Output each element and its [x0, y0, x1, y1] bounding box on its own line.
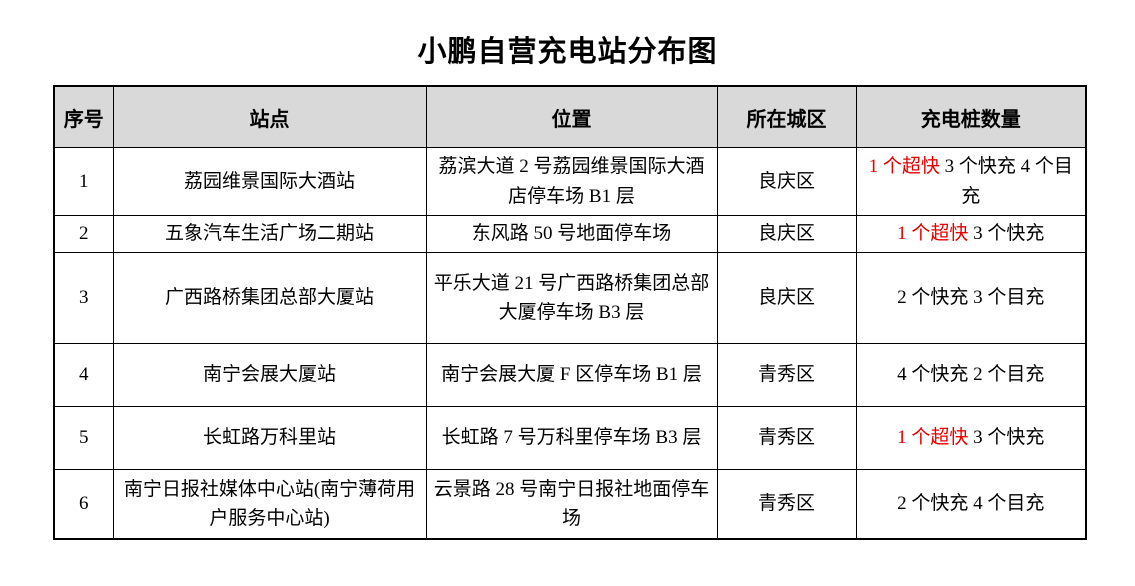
- cell-district: 良庆区: [716, 147, 857, 216]
- cell-no: 3: [53, 252, 114, 344]
- table-row: 1 荔园维景国际大酒站 荔滨大道 2 号荔园维景国际大酒店停车场 B1 层 良庆…: [53, 147, 1087, 216]
- cell-no: 5: [53, 406, 114, 470]
- cell-district: 青秀区: [716, 469, 857, 540]
- cell-district: 青秀区: [716, 406, 857, 470]
- cell-qty: 4 个快充 2 个目充: [855, 343, 1087, 407]
- cell-no: 2: [53, 215, 114, 253]
- qty-superfast-red: 1 个超快: [897, 427, 969, 449]
- header-cell-station: 站点: [112, 85, 427, 148]
- qty-rest: 3 个快充: [968, 427, 1045, 449]
- header-cell-location: 位置: [425, 85, 718, 148]
- cell-no: 4: [53, 343, 114, 407]
- qty-rest: 2 个快充 4 个目充: [897, 493, 1045, 515]
- table-row: 4 南宁会展大厦站 南宁会展大厦 F 区停车场 B1 层 青秀区 4 个快充 2…: [53, 343, 1087, 407]
- cell-no: 1: [53, 147, 114, 216]
- cell-district: 青秀区: [716, 343, 857, 407]
- qty-rest: 2 个快充 3 个目充: [897, 287, 1045, 309]
- table-row: 2 五象汽车生活广场二期站 东风路 50 号地面停车场 良庆区 1 个超快 3 …: [53, 215, 1087, 253]
- cell-station: 五象汽车生活广场二期站: [112, 215, 427, 253]
- cell-station: 长虹路万科里站: [112, 406, 427, 470]
- table-row: 5 长虹路万科里站 长虹路 7 号万科里停车场 B3 层 青秀区 1 个超快 3…: [53, 406, 1087, 470]
- cell-station: 南宁会展大厦站: [112, 343, 427, 407]
- cell-location: 东风路 50 号地面停车场: [425, 215, 718, 253]
- header-cell-qty: 充电桩数量: [855, 85, 1087, 148]
- table-header-row: 序号 站点 位置 所在城区 充电桩数量: [53, 85, 1087, 148]
- qty-rest: 4 个快充 2 个目充: [897, 364, 1045, 386]
- header-cell-district: 所在城区: [716, 85, 857, 148]
- cell-no: 6: [53, 469, 114, 540]
- cell-district: 良庆区: [716, 215, 857, 253]
- cell-qty: 2 个快充 4 个目充: [855, 469, 1087, 540]
- page-title: 小鹏自营充电站分布图: [417, 36, 718, 68]
- table-row: 6 南宁日报社媒体中心站(南宁薄荷用户服务中心站) 云景路 28 号南宁日报社地…: [53, 469, 1087, 540]
- qty-rest: 3 个快充 4 个目充: [939, 156, 1073, 207]
- cell-location: 长虹路 7 号万科里停车场 B3 层: [425, 406, 718, 470]
- cell-qty: 2 个快充 3 个目充: [855, 252, 1087, 344]
- qty-rest: 3 个快充: [968, 223, 1045, 245]
- cell-location: 荔滨大道 2 号荔园维景国际大酒店停车场 B1 层: [425, 147, 718, 216]
- cell-location: 南宁会展大厦 F 区停车场 B1 层: [425, 343, 718, 407]
- cell-district: 良庆区: [716, 252, 857, 344]
- cell-station: 南宁日报社媒体中心站(南宁薄荷用户服务中心站): [112, 469, 427, 540]
- cell-qty: 1 个超快 3 个快充: [855, 406, 1087, 470]
- charging-station-table: 序号 站点 位置 所在城区 充电桩数量 1 荔园维景国际大酒站 荔滨大道 2 号…: [53, 85, 1087, 540]
- cell-qty: 1 个超快 3 个快充: [855, 215, 1087, 253]
- header-cell-no: 序号: [53, 85, 114, 148]
- cell-station: 荔园维景国际大酒站: [112, 147, 427, 216]
- cell-qty: 1 个超快 3 个快充 4 个目充: [855, 147, 1087, 216]
- qty-superfast-red: 1 个超快: [868, 156, 940, 178]
- cell-station: 广西路桥集团总部大厦站: [112, 252, 427, 344]
- cell-location: 云景路 28 号南宁日报社地面停车场: [425, 469, 718, 540]
- table-row: 3 广西路桥集团总部大厦站 平乐大道 21 号广西路桥集团总部大厦停车场 B3 …: [53, 252, 1087, 344]
- qty-superfast-red: 1 个超快: [897, 223, 969, 245]
- cell-location: 平乐大道 21 号广西路桥集团总部大厦停车场 B3 层: [425, 252, 718, 344]
